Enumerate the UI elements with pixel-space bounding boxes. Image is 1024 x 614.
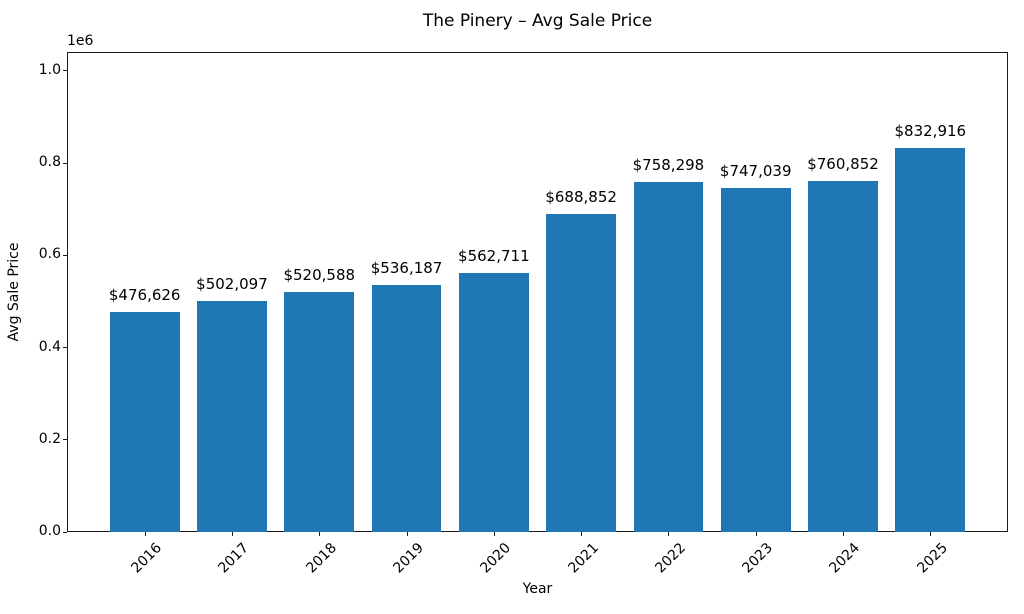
bar-value-label: $536,187 xyxy=(370,258,443,277)
x-tick-mark xyxy=(581,532,583,536)
x-tick-label: 2016 xyxy=(128,540,166,577)
y-tick-mark xyxy=(63,70,67,72)
bar xyxy=(895,148,966,532)
y-tick-label: 0.8 xyxy=(38,154,61,171)
x-tick-mark xyxy=(930,532,932,536)
bar xyxy=(284,291,355,532)
y-tick-mark xyxy=(63,531,67,533)
x-tick-label: 2018 xyxy=(303,540,340,577)
y-axis-offset-label: 1e6 xyxy=(67,33,94,49)
x-tick-mark xyxy=(231,532,233,536)
y-axis-label: Avg Sale Price xyxy=(6,242,22,342)
x-tick-label: 2017 xyxy=(215,540,253,577)
bar xyxy=(546,214,617,532)
bar xyxy=(720,187,791,532)
bar xyxy=(633,182,704,532)
x-tick-label: 2020 xyxy=(477,540,515,577)
bar-value-label: $832,916 xyxy=(894,122,967,140)
bar xyxy=(197,300,267,532)
x-axis-label: Year xyxy=(522,581,553,597)
x-tick-mark xyxy=(493,532,495,536)
x-tick-mark xyxy=(668,532,670,536)
y-tick-mark xyxy=(63,347,67,349)
bar-value-label: $688,852 xyxy=(545,188,617,207)
bar xyxy=(109,312,180,532)
y-tick-mark xyxy=(63,254,67,256)
bar xyxy=(808,181,878,532)
y-tick-label: 0.2 xyxy=(38,430,61,447)
bar-value-label: $758,298 xyxy=(632,156,705,175)
bar-value-label: $476,626 xyxy=(108,286,181,305)
y-tick-mark xyxy=(63,439,67,441)
x-tick-label: 2024 xyxy=(826,540,864,577)
x-tick-label: 2025 xyxy=(914,540,951,577)
bar-value-label: $562,711 xyxy=(458,246,530,265)
y-tick-label: 0.0 xyxy=(38,523,61,539)
chart-title: The Pinery – Avg Sale Price xyxy=(422,11,653,31)
bar-value-label: $747,039 xyxy=(719,161,792,180)
x-tick-label: 2019 xyxy=(390,540,427,577)
x-tick-label: 2021 xyxy=(564,540,602,577)
bar-value-label: $520,588 xyxy=(283,265,356,284)
y-tick-label: 0.6 xyxy=(38,246,61,263)
x-tick-mark xyxy=(144,532,146,536)
x-tick-mark xyxy=(319,532,321,536)
x-tick-mark xyxy=(406,532,408,536)
bar-value-label: $502,097 xyxy=(196,274,268,293)
y-tick-mark xyxy=(63,162,67,164)
bar-value-label: $760,852 xyxy=(807,155,879,174)
y-tick-label: 1.0 xyxy=(38,61,61,78)
x-tick-mark xyxy=(755,532,757,536)
x-tick-mark xyxy=(843,532,845,536)
x-tick-label: 2023 xyxy=(739,540,777,577)
bar xyxy=(371,284,442,532)
x-tick-label: 2022 xyxy=(652,540,689,577)
y-tick-label: 0.4 xyxy=(38,338,61,355)
bar xyxy=(458,272,529,532)
